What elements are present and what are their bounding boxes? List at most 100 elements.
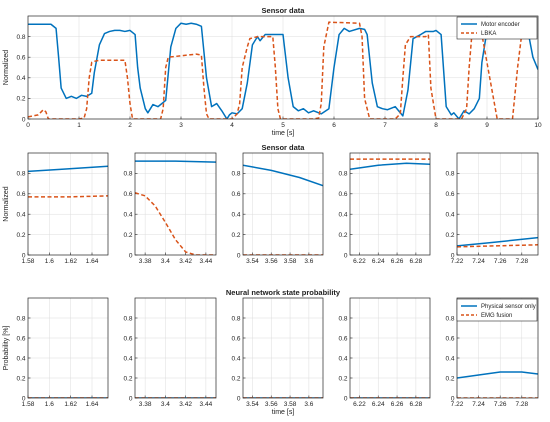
x-tick-label: 3.44: [200, 401, 213, 408]
y-tick-label: 0.6: [231, 191, 240, 198]
series-line-dashed: [457, 244, 538, 248]
y-tick-label: 0.2: [123, 375, 132, 382]
x-tick-label: 3.44: [200, 258, 213, 265]
x-tick-label: 1.62: [64, 401, 77, 408]
x-tick-label: 3.58: [284, 401, 297, 408]
x-tick-label: 1.58: [22, 401, 35, 408]
y-tick-label: 0.8: [231, 315, 240, 322]
x-tick-label: 7.26: [494, 401, 507, 408]
chart-panel-6: 1.58 1.6 1.62 1.64 0 0.2 0.4 0.6 0.8 Probability …: [3, 297, 109, 408]
y-tick-label: 0.2: [231, 375, 240, 382]
chart-panel-7: 3.38 3.4 3.42 3.44 0 0.2 0.4 0.6 0.8: [123, 297, 217, 408]
y-tick-label: 0.4: [445, 212, 454, 219]
y-tick-label: 0: [129, 252, 133, 259]
x-tick-label: 7.26: [494, 258, 507, 265]
y-tick-label: 0.8: [123, 315, 132, 322]
x-tick-label: 1.64: [86, 401, 99, 408]
axes-frame: [456, 297, 539, 399]
y-tick-label: 0.4: [16, 75, 25, 82]
y-tick-label: 0.8: [16, 34, 25, 41]
x-tick-label: 3.54: [246, 258, 259, 265]
x-tick-label: 3.56: [265, 258, 278, 265]
y-tick-label: 0.2: [445, 375, 454, 382]
y-tick-label: 0.6: [231, 335, 240, 342]
chart-panel-2: 3.38 3.4 3.42 3.44 0 0.2 0.4 0.6 0.8: [123, 152, 217, 265]
chart-panel-5: 7.22 7.24 7.26 7.28 0 0.2 0.4 0.6 0.8: [445, 152, 539, 265]
x-tick-label: 6.22: [353, 401, 366, 408]
series-line-dashed: [28, 21, 538, 119]
y-tick-label: 0.8: [338, 171, 347, 178]
axes-frame: [134, 152, 217, 256]
x-tick-label: 3.6: [304, 258, 313, 265]
x-tick-label: 1.6: [45, 401, 54, 408]
y-tick-label: 0.4: [445, 355, 454, 362]
y-tick-label: 0: [451, 395, 455, 402]
chart-panel-3: 3.54 3.56 3.58 3.6 0 0.2 0.4 0.6 0.8 Sensor data: [231, 143, 324, 265]
y-tick-label: 0.6: [16, 55, 25, 62]
legend-box: [456, 16, 538, 40]
y-tick-label: 0.2: [16, 232, 25, 239]
x-tick-label: 1.6: [45, 258, 54, 265]
chart-panel-0: 0 1 2 3 4 5 6 7 8 9 10 0 0.2 0.4 0.6 0.8 Sensor data time…: [3, 6, 542, 137]
y-tick-label: 0.6: [123, 191, 132, 198]
y-tick-label: 0.6: [16, 191, 25, 198]
y-tick-label: 0.8: [231, 171, 240, 178]
chart-panel-4: 6.22 6.24 6.26 6.28 0 0.2 0.4 0.6 0.8: [338, 152, 431, 265]
y-tick-label: 0.8: [16, 171, 25, 178]
y-tick-label: 0.6: [445, 335, 454, 342]
chart-title: Sensor data: [262, 6, 306, 15]
y-tick-label: 0.6: [338, 335, 347, 342]
x-tick-label: 3.42: [179, 401, 192, 408]
x-axis-label: time [s]: [272, 409, 295, 416]
x-tick-label: 2: [128, 122, 132, 129]
y-tick-label: 0.4: [16, 212, 25, 219]
y-tick-label: 0: [22, 116, 26, 123]
x-tick-label: 3.58: [284, 258, 297, 265]
series-line-solid: [243, 164, 323, 187]
chart-panel-8: 3.54 3.56 3.58 3.6 0 0.2 0.4 0.6 0.8 Neural netwo…: [226, 288, 341, 416]
x-tick-label: 6.22: [353, 258, 366, 265]
legend-entry: LBKA: [481, 31, 496, 37]
x-tick-label: 1.64: [86, 258, 99, 265]
y-tick-label: 0.8: [123, 171, 132, 178]
y-tick-label: 0.4: [123, 212, 132, 219]
y-axis-label: Normalized: [3, 186, 10, 222]
y-tick-label: 0: [344, 252, 348, 259]
x-tick-label: 3.6: [304, 401, 313, 408]
x-tick-label: 3.56: [265, 401, 278, 408]
y-tick-label: 0.2: [445, 232, 454, 239]
axes-frame: [27, 15, 539, 120]
x-tick-label: 3.4: [161, 258, 170, 265]
y-tick-label: 0.4: [231, 212, 240, 219]
y-axis-label: Normalized: [3, 50, 10, 86]
x-tick-label: 10: [534, 122, 542, 129]
x-tick-label: 3.38: [139, 258, 152, 265]
y-tick-label: 0.4: [16, 355, 25, 362]
y-tick-label: 0.6: [16, 335, 25, 342]
legend: Motor encoder LBKA: [456, 16, 538, 40]
series-line-solid: [28, 165, 108, 173]
x-tick-label: 3.4: [161, 401, 170, 408]
y-tick-label: 0.4: [231, 355, 240, 362]
x-tick-label: 7.24: [472, 258, 485, 265]
x-tick-label: 0: [26, 122, 30, 129]
y-tick-label: 0.8: [445, 171, 454, 178]
y-tick-label: 0.6: [445, 191, 454, 198]
series-line-solid: [135, 160, 216, 163]
y-tick-label: 0.2: [338, 232, 347, 239]
x-tick-label: 1.62: [64, 258, 77, 265]
legend-entry: Physical sensor only: [481, 304, 536, 310]
y-tick-label: 0: [22, 395, 26, 402]
x-tick-label: 6.26: [391, 258, 404, 265]
axes-frame: [27, 152, 109, 256]
x-tick-label: 1: [77, 122, 81, 129]
chart-panel-9: 6.22 6.24 6.26 6.28 0 0.2 0.4 0.6 0.8: [338, 297, 431, 408]
series-line-dashed: [135, 192, 216, 255]
series-line-solid: [457, 371, 538, 379]
chart-title: Neural network state probability: [226, 288, 341, 297]
chart-panel-1: 1.58 1.6 1.62 1.64 0 0.2 0.4 0.6 0.8 Normalized: [3, 152, 109, 265]
x-tick-label: 9: [485, 122, 489, 129]
x-tick-label: 7: [383, 122, 387, 129]
